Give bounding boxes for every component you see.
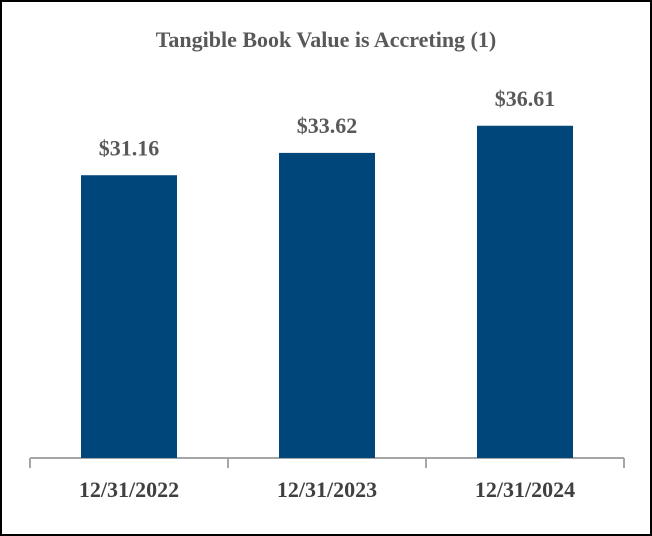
bar xyxy=(279,152,375,458)
x-tick-label: 12/31/2022 xyxy=(79,477,179,502)
value-label: $36.61 xyxy=(495,86,556,111)
bar xyxy=(477,125,573,458)
value-label: $33.62 xyxy=(297,113,358,138)
value-label: $31.16 xyxy=(99,135,160,160)
x-tick-label: 12/31/2024 xyxy=(475,477,575,502)
chart-title: Tangible Book Value is Accreting (1) xyxy=(156,27,496,52)
x-tick-label: 12/31/2023 xyxy=(277,477,377,502)
bar xyxy=(81,175,177,458)
